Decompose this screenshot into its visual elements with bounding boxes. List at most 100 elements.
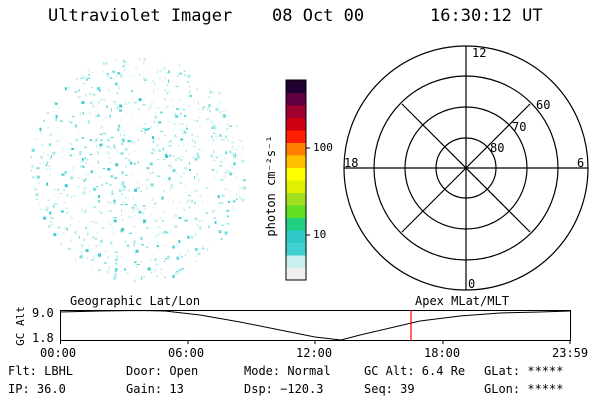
uv-speckle: [57, 230, 59, 233]
uv-speckle: [137, 243, 140, 245]
uv-speckle: [160, 144, 162, 146]
uv-speckle: [178, 271, 179, 275]
uv-speckle: [114, 258, 118, 262]
uv-speckle: [156, 276, 158, 277]
uv-speckle: [74, 258, 77, 262]
uv-speckle: [103, 132, 107, 134]
uv-speckle: [95, 237, 97, 240]
uv-speckle: [84, 185, 86, 188]
uv-speckle: [199, 248, 201, 250]
uv-speckle: [106, 105, 108, 108]
uv-speckle: [211, 136, 213, 140]
uv-speckle: [216, 221, 218, 225]
uv-speckle: [31, 169, 32, 173]
uv-speckle: [163, 135, 166, 136]
uv-speckle: [99, 257, 101, 259]
uv-speckle: [53, 204, 55, 208]
uv-speckle: [119, 270, 122, 272]
uv-speckle: [146, 227, 149, 230]
uv-speckle: [236, 125, 238, 128]
uv-speckle: [100, 273, 104, 274]
uv-speckle: [120, 193, 123, 195]
uv-speckle: [51, 223, 54, 225]
uv-speckle: [231, 145, 233, 149]
uv-speckle: [125, 165, 127, 168]
uv-speckle: [211, 169, 214, 171]
uv-speckle: [110, 175, 114, 178]
uv-speckle: [108, 116, 110, 118]
uv-speckle: [108, 209, 112, 212]
uv-speckle: [98, 199, 101, 203]
uv-speckle: [154, 269, 157, 273]
uv-speckle: [76, 185, 80, 189]
uv-speckle: [153, 121, 155, 123]
uv-speckle: [124, 240, 126, 243]
uv-speckle: [192, 119, 196, 121]
uv-speckle: [194, 176, 195, 180]
uv-speckle: [217, 207, 220, 210]
uv-speckle: [66, 211, 68, 214]
uv-speckle: [222, 117, 225, 119]
uv-speckle: [152, 168, 154, 170]
uv-speckle: [48, 143, 51, 147]
uv-speckle: [209, 90, 212, 94]
uv-speckle: [130, 140, 133, 144]
uv-speckle: [87, 111, 89, 114]
uv-speckle: [115, 163, 119, 167]
uv-speckle: [170, 140, 172, 142]
uv-speckle: [152, 136, 154, 140]
uv-speckle: [199, 226, 202, 230]
uv-speckle: [210, 120, 213, 123]
uv-speckle: [155, 138, 158, 140]
uv-speckle: [61, 151, 64, 154]
uv-speckle: [128, 145, 131, 147]
uv-speckle: [130, 161, 133, 165]
uv-speckle: [96, 251, 98, 254]
uv-speckle: [97, 108, 99, 112]
uv-speckle: [174, 113, 176, 116]
uv-speckle: [116, 255, 118, 258]
uv-speckle: [48, 177, 50, 178]
uv-speckle: [136, 186, 140, 189]
uv-speckle: [217, 195, 220, 199]
uv-speckle: [182, 129, 186, 132]
uv-speckle: [80, 159, 83, 163]
uv-speckle: [57, 226, 61, 229]
uv-speckle: [51, 217, 54, 219]
uv-speckle: [183, 131, 187, 134]
uv-speckle: [164, 98, 166, 101]
uv-speckle: [61, 173, 65, 176]
uv-speckle: [159, 231, 163, 234]
uv-speckle: [177, 239, 180, 241]
uv-speckle: [192, 132, 194, 134]
uv-speckle: [124, 63, 128, 65]
info-glat: GLat: *****: [484, 364, 564, 378]
uv-speckle: [128, 152, 130, 155]
uv-speckle: [98, 209, 102, 213]
uv-speckle: [191, 157, 195, 158]
uv-speckle: [196, 152, 200, 156]
uv-speckle: [129, 232, 132, 234]
uv-speckle: [119, 109, 123, 112]
uv-speckle: [154, 202, 157, 205]
colorbar-unit-label: photon cm⁻²s⁻¹: [264, 135, 278, 237]
uv-speckle: [123, 157, 126, 160]
uv-speckle: [202, 107, 204, 111]
uv-speckle: [98, 101, 100, 104]
uv-speckle: [154, 258, 157, 261]
uv-speckle: [157, 87, 159, 91]
uv-speckle: [166, 105, 170, 107]
uv-speckle: [48, 167, 51, 169]
uv-speckle: [135, 265, 137, 268]
uv-speckle: [102, 61, 105, 65]
uv-speckle: [89, 111, 91, 114]
uv-speckle: [141, 210, 142, 214]
uv-speckle: [80, 77, 84, 79]
uv-speckle: [151, 198, 154, 201]
uv-speckle: [151, 126, 152, 128]
uv-speckle: [156, 263, 158, 265]
colorbar-swatch: [286, 230, 306, 243]
uv-speckle: [167, 121, 170, 123]
uv-speckle: [107, 270, 109, 274]
uv-speckle: [108, 221, 110, 224]
